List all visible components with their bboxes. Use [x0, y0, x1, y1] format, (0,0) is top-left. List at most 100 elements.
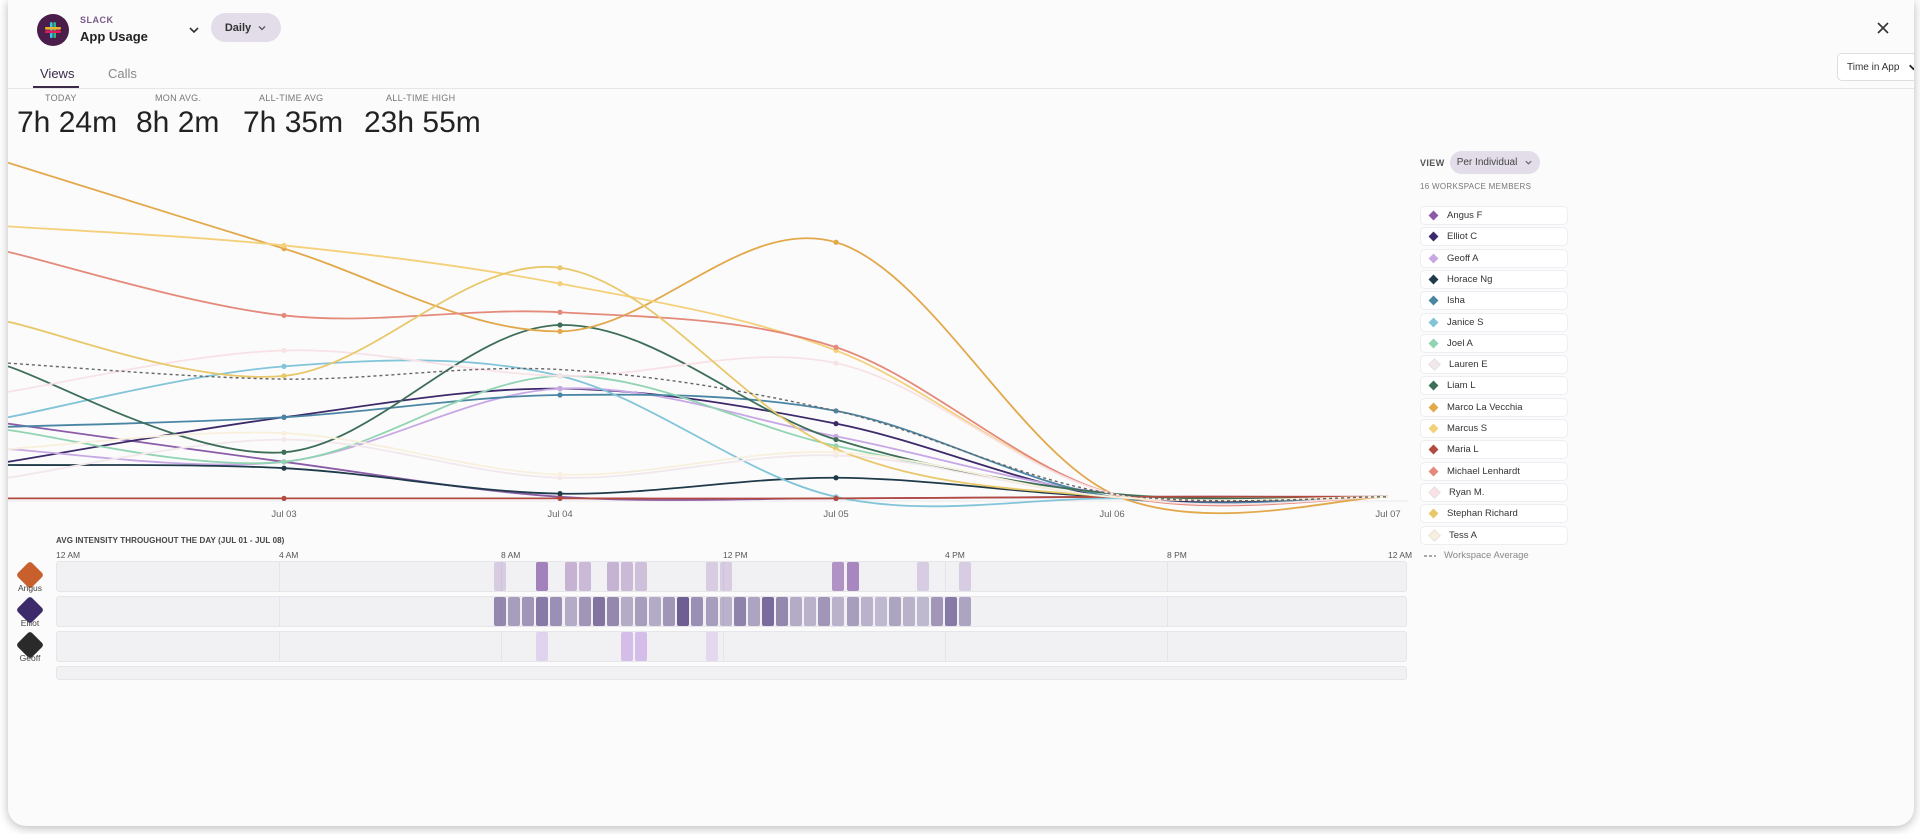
data-point[interactable]: [557, 386, 563, 392]
heatmap-cell[interactable]: [635, 562, 647, 591]
series-line-liam-l[interactable]: [8, 324, 1389, 500]
heatmap-cell[interactable]: [804, 597, 817, 626]
data-point[interactable]: [557, 373, 563, 379]
heatmap-cell[interactable]: [860, 597, 873, 626]
metric-dropdown[interactable]: Time in App: [1837, 53, 1914, 81]
heatmap-cell[interactable]: [874, 597, 887, 626]
legend-item[interactable]: Lauren E: [1420, 355, 1568, 375]
legend-item[interactable]: Horace Ng: [1420, 269, 1568, 289]
heatmap-cell[interactable]: [818, 597, 831, 626]
heatmap-cell[interactable]: [564, 597, 577, 626]
data-point[interactable]: [833, 475, 839, 481]
data-point[interactable]: [833, 436, 839, 443]
data-point[interactable]: [281, 373, 287, 379]
data-point[interactable]: [557, 392, 563, 398]
data-point[interactable]: [281, 449, 287, 455]
data-point[interactable]: [281, 459, 287, 465]
view-selector[interactable]: Per Individual: [1450, 151, 1540, 174]
data-point[interactable]: [833, 421, 839, 427]
heatmap-cell[interactable]: [691, 597, 704, 626]
heatmap-cell[interactable]: [790, 597, 803, 626]
heatmap-cell[interactable]: [705, 632, 718, 661]
heatmap-cell[interactable]: [620, 562, 633, 591]
heatmap-cell[interactable]: [606, 597, 619, 626]
series-line-marco-la-vecchia[interactable]: [8, 161, 1389, 515]
legend-item[interactable]: Isha: [1420, 291, 1568, 311]
tab-calls[interactable]: Calls: [108, 66, 137, 81]
legend-item[interactable]: Angus F: [1420, 206, 1568, 225]
data-point[interactable]: [281, 312, 287, 319]
heatmap-cell[interactable]: [592, 597, 605, 626]
heatmap-cell[interactable]: [522, 597, 535, 626]
heatmap-cell[interactable]: [959, 597, 972, 626]
legend-item[interactable]: Marcus S: [1420, 419, 1568, 438]
data-point[interactable]: [281, 430, 287, 436]
data-point[interactable]: [833, 239, 839, 245]
heatmap-cell[interactable]: [705, 597, 718, 626]
heatmap-cell[interactable]: [663, 597, 676, 626]
heatmap-cell[interactable]: [846, 562, 859, 591]
heatmap-cell[interactable]: [832, 597, 845, 626]
heatmap-cell[interactable]: [761, 597, 774, 626]
heatmap-cell[interactable]: [719, 597, 732, 626]
heatmap-cell[interactable]: [832, 562, 845, 591]
heatmap-cell[interactable]: [931, 597, 944, 626]
heatmap-cell[interactable]: [508, 597, 521, 626]
data-point[interactable]: [557, 471, 563, 478]
data-point[interactable]: [281, 242, 287, 249]
heatmap-cell[interactable]: [747, 597, 760, 626]
series-line-lauren-e[interactable]: [8, 438, 1389, 501]
data-point[interactable]: [557, 491, 563, 497]
heatmap-cell[interactable]: [536, 597, 549, 626]
data-point[interactable]: [557, 495, 563, 502]
heatmap-cell[interactable]: [606, 562, 619, 591]
data-point[interactable]: [833, 360, 839, 366]
heatmap-cell[interactable]: [902, 597, 915, 626]
data-point[interactable]: [557, 322, 563, 328]
legend-item[interactable]: Elliot C: [1420, 227, 1568, 247]
data-point[interactable]: [281, 495, 287, 502]
data-point[interactable]: [557, 309, 563, 315]
tab-views[interactable]: Views: [40, 66, 75, 81]
series-line-tess-a[interactable]: [8, 431, 1389, 502]
heatmap-cell[interactable]: [494, 562, 506, 591]
heatmap-cell[interactable]: [959, 562, 972, 591]
data-point[interactable]: [281, 363, 287, 369]
legend-item[interactable]: Geoff A: [1420, 248, 1568, 268]
series-line-maria-l[interactable]: [8, 495, 1389, 500]
data-point[interactable]: [281, 436, 287, 443]
legend-workspace-average[interactable]: Workspace Average: [1424, 550, 1529, 561]
heatmap-cell[interactable]: [649, 597, 662, 626]
heatmap-cell[interactable]: [917, 597, 929, 626]
legend-item[interactable]: Stephan Richard: [1420, 504, 1568, 524]
series-line-horace-ng[interactable]: [8, 464, 1389, 500]
heatmap-cell[interactable]: [620, 632, 633, 661]
data-point[interactable]: [281, 414, 287, 420]
app-switch-chevron-icon[interactable]: [186, 22, 202, 38]
data-point[interactable]: [557, 281, 563, 287]
heatmap-cell[interactable]: [677, 597, 690, 626]
series-line-michael-lenhardt[interactable]: [8, 250, 1389, 507]
heatmap-cell[interactable]: [917, 562, 929, 591]
heatmap-cell[interactable]: [494, 597, 506, 626]
data-point[interactable]: [833, 449, 839, 455]
data-point[interactable]: [833, 495, 839, 502]
heatmap-cell[interactable]: [945, 597, 958, 626]
heatmap-cell[interactable]: [635, 632, 647, 661]
legend-item[interactable]: Tess A: [1420, 525, 1568, 545]
legend-item[interactable]: Marco La Vecchia: [1420, 397, 1568, 417]
legend-item[interactable]: Michael Lenhardt: [1420, 461, 1568, 481]
legend-item[interactable]: Janice S: [1420, 312, 1568, 332]
period-selector[interactable]: Daily: [211, 13, 281, 42]
legend-item[interactable]: Maria L: [1420, 440, 1568, 460]
close-icon[interactable]: [1876, 21, 1890, 35]
heatmap-cell[interactable]: [733, 597, 746, 626]
legend-item[interactable]: Liam L: [1420, 376, 1568, 396]
data-point[interactable]: [281, 465, 287, 471]
heatmap-cell[interactable]: [620, 597, 633, 626]
heatmap-cell[interactable]: [776, 597, 788, 626]
heatmap-cell[interactable]: [719, 562, 732, 591]
heatmap-cell[interactable]: [550, 597, 563, 626]
heatmap-cell[interactable]: [705, 562, 718, 591]
legend-item[interactable]: Ryan M.: [1420, 482, 1568, 502]
